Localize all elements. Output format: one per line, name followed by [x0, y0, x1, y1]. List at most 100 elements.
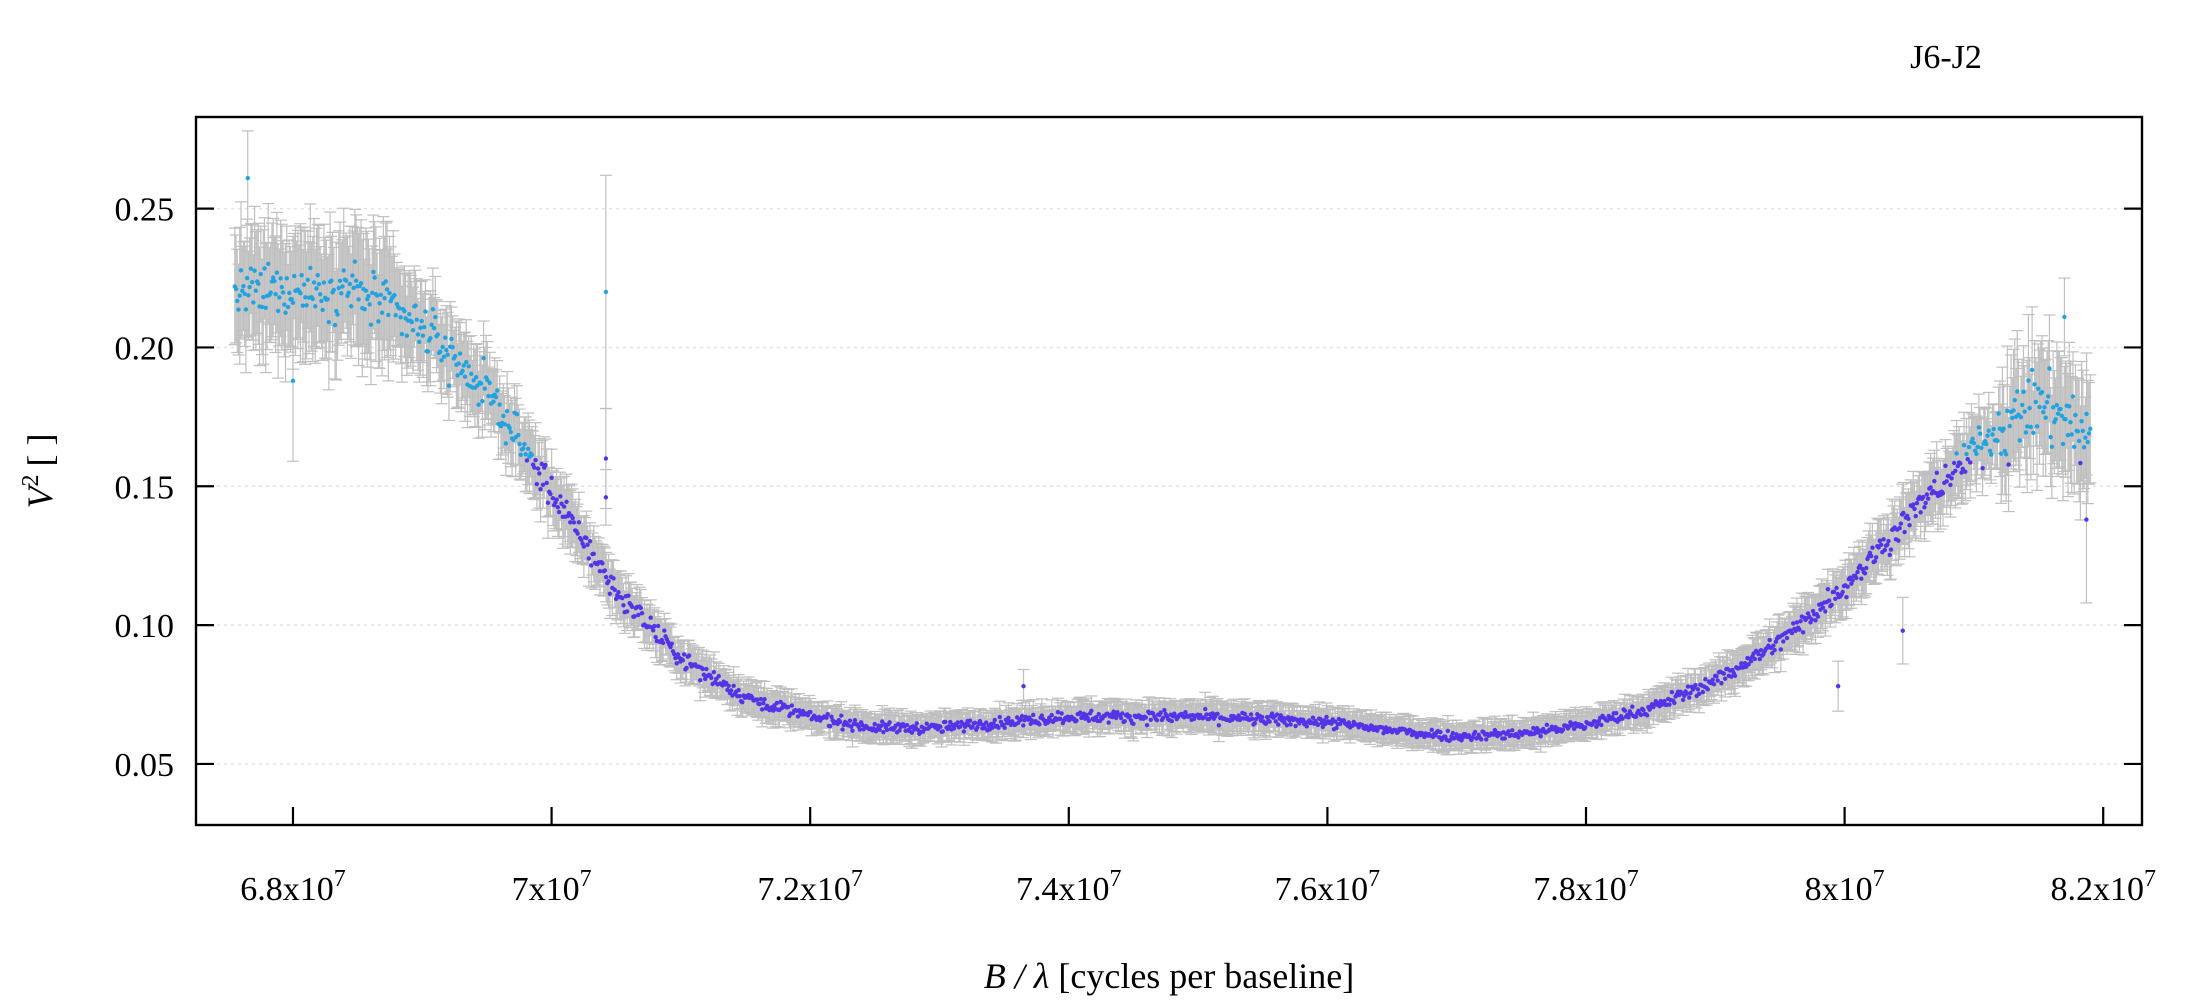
data-point-182 — [457, 351, 463, 356]
data-point-164 — [435, 332, 440, 337]
data-point-31 — [270, 275, 276, 280]
data-point-303 — [607, 591, 613, 596]
data-point-6 — [240, 288, 245, 294]
data-point-106 — [363, 288, 369, 293]
data-point-191 — [469, 371, 474, 377]
data-point-3 — [236, 307, 241, 312]
data-point-205 — [486, 393, 491, 399]
data-point-308 — [613, 596, 619, 602]
data-point-46 — [289, 296, 294, 302]
data-point-365 — [684, 665, 689, 671]
data-point-387 — [711, 669, 717, 675]
data-point-154 — [423, 309, 428, 314]
data-point-53 — [298, 290, 303, 296]
data-point-96 — [351, 285, 356, 291]
data-point-249 — [540, 482, 546, 487]
data-point-111 — [369, 290, 375, 295]
data-point-86 — [339, 291, 344, 296]
data-point-150 — [418, 325, 423, 331]
data-point-223 — [508, 429, 514, 435]
data-point-72 — [321, 280, 327, 285]
data-point-280 — [579, 537, 584, 543]
data-point-379 — [701, 672, 707, 677]
data-point-124 — [386, 312, 391, 318]
data-point-339 — [652, 623, 657, 629]
data-point-115 — [374, 293, 380, 298]
data-point-113 — [372, 275, 377, 280]
data-point-160 — [430, 307, 436, 312]
data-point-347 — [662, 628, 667, 633]
data-point-240 — [529, 452, 535, 458]
data-point-378 — [700, 666, 705, 672]
data-point-38 — [279, 284, 285, 290]
data-point-149 — [417, 339, 422, 345]
data-point-65 — [313, 304, 318, 309]
data-point-16 — [252, 268, 257, 273]
grid-lines — [196, 207, 2142, 765]
data-point-66 — [314, 286, 319, 291]
data-point-310 — [616, 590, 621, 595]
data-point-171 — [444, 347, 449, 353]
data-point-356 — [673, 655, 678, 661]
data-point-401 — [728, 688, 734, 693]
data-point-36 — [277, 295, 282, 300]
data-point-244 — [534, 481, 540, 487]
data-point-83 — [335, 312, 340, 317]
data-point-410 — [740, 699, 745, 705]
data-point-68 — [316, 281, 322, 287]
data-point-55 — [300, 303, 306, 308]
data-point-19 — [256, 281, 261, 286]
data-point-81 — [332, 322, 338, 328]
data-point-195 — [473, 375, 479, 380]
data-point-152 — [420, 333, 426, 338]
data-point-233 — [521, 446, 526, 451]
data-point-260 — [554, 497, 559, 502]
data-point-218 — [502, 422, 507, 427]
data-point-246 — [537, 471, 542, 476]
data-point-21 — [258, 271, 263, 277]
data-point-33 — [273, 292, 278, 297]
data-point-173 — [446, 383, 452, 388]
data-point-63 — [310, 296, 315, 302]
data-point-286 — [586, 556, 592, 561]
data-point-229 — [516, 432, 521, 438]
data-point-200 — [480, 399, 485, 404]
data-point-39 — [280, 290, 286, 295]
data-point-87 — [340, 284, 345, 289]
data-point-42 — [284, 276, 289, 281]
data-point-266 — [561, 504, 567, 509]
data-point-329 — [639, 610, 645, 616]
data-point-256 — [549, 475, 554, 480]
data-point-162 — [433, 314, 438, 320]
data-point-35 — [275, 308, 281, 314]
data-point-27 — [266, 261, 271, 267]
data-point-323 — [632, 614, 637, 619]
data-point-178 — [452, 353, 458, 359]
data-point-117 — [377, 301, 382, 306]
data-point-34 — [274, 270, 280, 275]
data-point-32 — [272, 278, 277, 284]
data-point-257 — [550, 495, 556, 501]
data-point-76 — [326, 319, 332, 325]
data-point-403 — [731, 683, 736, 688]
data-point-14 — [249, 280, 255, 285]
data-point-357 — [674, 661, 679, 666]
data-point-273 — [570, 516, 575, 521]
data-point-170 — [443, 335, 448, 340]
data-point-175 — [449, 336, 454, 342]
data-point-144 — [410, 328, 416, 333]
data-point-447 — [785, 704, 791, 710]
data-point-352 — [668, 644, 673, 650]
data-point-94 — [348, 304, 354, 309]
data-point-108 — [366, 293, 371, 299]
data-point-220 — [504, 408, 510, 414]
data-point-130 — [393, 313, 398, 318]
data-point-167 — [439, 358, 444, 363]
data-point-153 — [421, 324, 427, 330]
data-point-121 — [382, 295, 387, 301]
data-point-57 — [303, 295, 308, 300]
data-point-29 — [268, 290, 273, 295]
data-point-143 — [409, 319, 414, 325]
data-point-245 — [535, 466, 541, 471]
